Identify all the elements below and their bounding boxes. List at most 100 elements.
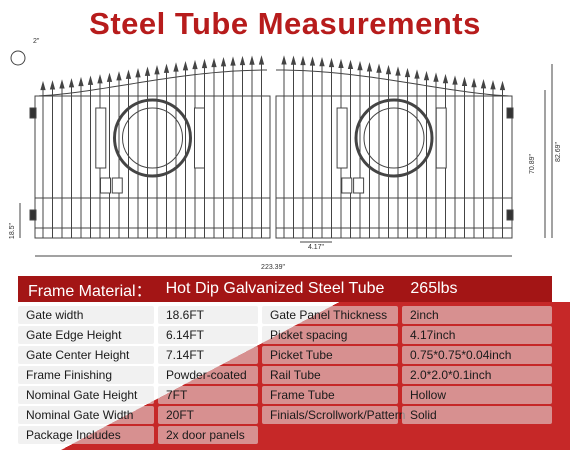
spec-cell: Powder-coated	[158, 366, 258, 384]
gate-part	[506, 107, 514, 119]
spec-cell: Gate Panel Thickness	[262, 306, 398, 324]
material-bar: Frame Material： Hot Dip Galvanized Steel…	[18, 276, 552, 302]
spec-cell: 0.75*0.75*0.04inch	[402, 346, 552, 364]
dimension-label: 2"	[33, 38, 40, 45]
gate-part	[194, 107, 205, 169]
dimension-label: 18.5"	[9, 222, 16, 239]
gate-part	[309, 56, 316, 66]
spec-cell: 20FT	[158, 406, 258, 424]
gate-part	[87, 75, 94, 85]
gate-part	[461, 76, 468, 86]
gate-part	[338, 58, 344, 69]
spec-cell: Gate width	[18, 306, 154, 324]
gate-part	[385, 64, 392, 75]
gate-part	[144, 66, 151, 76]
gate-part	[78, 76, 84, 87]
spec-cell: 6.14FT	[158, 326, 258, 344]
gate-part	[10, 50, 26, 66]
spec-cell: Picket Tube	[262, 346, 398, 364]
gate-part	[122, 107, 183, 169]
gate-part	[300, 55, 306, 66]
spec-cell: Hollow	[402, 386, 552, 404]
gate-part	[353, 177, 365, 194]
gate-part	[275, 69, 513, 97]
gate-part	[442, 73, 449, 84]
gate-part	[113, 98, 192, 178]
gate-part	[95, 107, 107, 169]
gate-part	[239, 55, 246, 66]
material-label: Frame Material：	[28, 283, 152, 300]
gate-part	[480, 79, 487, 89]
gate-part	[40, 80, 46, 91]
gate-part	[499, 80, 506, 91]
spec-cell: Picket spacing	[262, 326, 398, 344]
gate-part	[319, 56, 325, 67]
gate-part	[116, 71, 122, 81]
dimension-label: 4.17"	[308, 244, 325, 251]
spec-cell: 2.0*2.0*0.1inch	[402, 366, 552, 384]
gate-part	[423, 70, 430, 81]
gate-part	[249, 55, 255, 65]
gate-part	[34, 95, 271, 239]
spec-cell: 18.6FT	[158, 306, 258, 324]
gate-part	[290, 55, 297, 65]
spec-cell: Rail Tube	[262, 366, 398, 384]
spec-cell: Gate Edge Height	[18, 326, 154, 344]
weight: 265lbs	[410, 280, 458, 297]
gate-part	[211, 57, 217, 68]
gate-part	[433, 72, 439, 82]
gate-diagram: 2" 18.5" 4.17" 223.39" 70.89" 82.69"	[9, 38, 562, 271]
spec-cell: Finials/Scrollwork/Pattern	[262, 406, 405, 424]
gate-part	[49, 80, 56, 90]
gate-part	[154, 65, 160, 75]
gate-part	[100, 177, 111, 194]
gate-part	[341, 177, 353, 194]
gate-part	[68, 78, 75, 88]
gate-part	[366, 62, 373, 72]
gate-part	[506, 209, 514, 221]
gate-part	[111, 177, 123, 194]
spec-cell: 4.17inch	[402, 326, 552, 344]
spec-cell: 7FT	[158, 386, 258, 404]
gate-part	[201, 58, 208, 69]
spec-table: Gate width 18.6FT Gate Panel Thickness 2inc…	[0, 302, 570, 450]
gate-part	[328, 57, 335, 68]
gate-part	[34, 69, 268, 97]
gate-part	[452, 75, 458, 85]
gate-part	[275, 95, 513, 239]
spec-cell: Frame Tube	[262, 386, 398, 404]
gate-part	[173, 62, 179, 72]
title: Steel Tube Measurements	[89, 6, 481, 41]
gate-part	[125, 69, 132, 79]
spec-cell: 7.14FT	[158, 346, 258, 364]
gate-part	[281, 55, 287, 65]
gate-part	[347, 59, 354, 70]
gate-part	[471, 77, 477, 88]
gate-part	[395, 66, 401, 76]
gate-part	[376, 63, 382, 73]
dimension-label: 223.39"	[261, 264, 285, 271]
gate-part	[163, 63, 170, 73]
material-value: Hot Dip Galvanized Steel Tube	[165, 280, 385, 297]
gate-part	[435, 107, 447, 169]
gate-drawing	[10, 50, 553, 257]
gate-part	[182, 60, 189, 71]
spec-grid: Gate width 18.6FT Gate Panel Thickness 2inc…	[18, 306, 552, 444]
gate-part	[29, 107, 37, 119]
dimension-label: 82.69"	[555, 141, 562, 162]
gate-part	[97, 74, 103, 84]
gate-part	[363, 107, 425, 169]
gate-part	[106, 72, 113, 82]
gate-part	[192, 59, 198, 70]
gate-part	[404, 67, 411, 78]
spec-cell: 2x door panels	[158, 426, 258, 444]
spec-cell: 2inch	[402, 306, 552, 324]
gate-part	[29, 209, 37, 221]
spec-cell: Package Includes	[18, 426, 154, 444]
gate-part	[354, 98, 434, 178]
gate-part	[336, 107, 348, 169]
dimension-label: 70.89"	[529, 153, 536, 174]
gate-part	[135, 68, 141, 78]
gate-part	[59, 79, 65, 89]
